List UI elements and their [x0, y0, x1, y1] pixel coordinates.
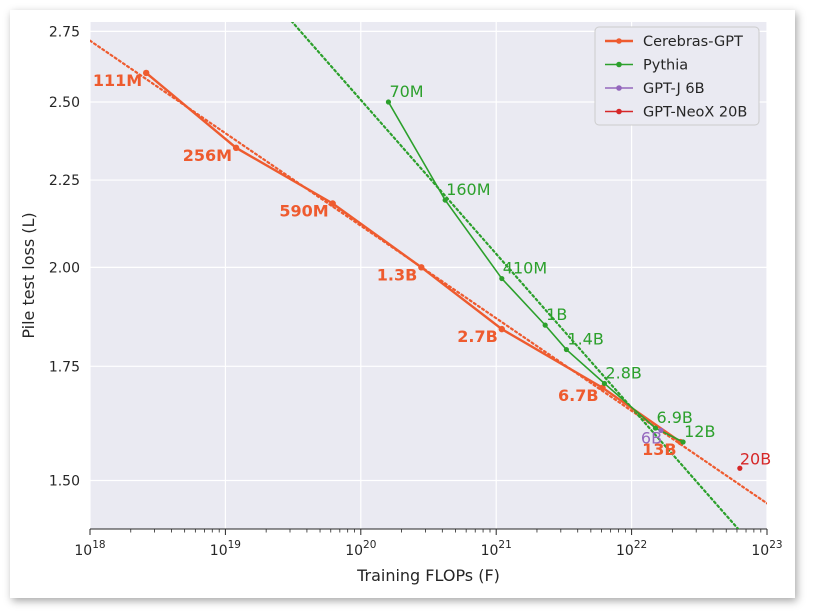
data-label: 12B [684, 422, 715, 441]
series-pythia [385, 99, 686, 445]
data-point [563, 346, 570, 353]
data-point [737, 465, 743, 471]
x-tick-label: 1019 [210, 539, 241, 559]
y-tick-label: 1.75 [49, 359, 80, 375]
data-label: 2.7B [457, 327, 498, 346]
x-axis-title: Training FLOPs (F) [356, 566, 500, 585]
data-label: 2.8B [605, 363, 641, 382]
data-point [498, 325, 506, 333]
x-tick-label: 1021 [481, 539, 512, 559]
data-label: 70M [389, 82, 423, 101]
y-tick-label: 2.50 [49, 95, 80, 111]
data-label: 256M [183, 146, 232, 165]
data-point [601, 380, 608, 387]
legend-marker [616, 38, 622, 44]
data-point [142, 69, 150, 77]
data-point [385, 99, 392, 105]
x-tick-label: 1023 [751, 539, 782, 559]
fit-line-pythia [290, 22, 740, 529]
legend: Cerebras-GPT Pythia GPT-J 6B GPT-NeoX 20B [594, 26, 760, 126]
data-point [499, 275, 505, 282]
legend-marker [616, 61, 622, 68]
y-axis-title: Pile test loss (L) [19, 212, 38, 338]
data-label: 1.3B [377, 265, 418, 284]
figure-frame: 1018 1019 1020 1021 1022 1023 1.50 1.75 2.00 2.25… [10, 10, 795, 598]
data-point [442, 197, 448, 203]
legend-label: GPT-NeoX 20B [643, 105, 747, 121]
legend-label: Cerebras-GPT [643, 34, 743, 50]
data-label: 1.4B [567, 330, 603, 349]
legend-label: Pythia [643, 58, 688, 74]
legend-label: GPT-J 6B [643, 81, 705, 97]
y-tick-label: 2.75 [49, 24, 80, 40]
series-line-pythia [387, 101, 684, 443]
data-label: 20B [740, 449, 771, 468]
data-label: 6B [641, 428, 662, 447]
data-label: 1B [546, 305, 567, 324]
data-point [232, 144, 240, 152]
data-label: 410M [503, 259, 547, 278]
data-label: 590M [279, 201, 328, 220]
data-point [329, 200, 336, 207]
data-point [418, 264, 425, 271]
data-point [542, 322, 548, 328]
y-tick-label: 2.00 [49, 260, 80, 276]
legend-marker [616, 85, 622, 91]
x-tick-label: 1018 [74, 539, 105, 559]
series-gpt-j-6b [658, 427, 664, 433]
x-tick-label: 1020 [345, 539, 376, 559]
series-gpt-neox-20b [737, 465, 743, 471]
data-point [680, 439, 686, 445]
y-tick-label: 1.50 [49, 474, 80, 490]
data-point [652, 425, 659, 431]
data-label: 6.9B [656, 408, 692, 427]
legend-box [594, 26, 760, 126]
y-tick-label: 2.25 [49, 173, 80, 189]
data-point [599, 384, 606, 391]
data-point [658, 427, 664, 433]
data-label: 111M [93, 71, 142, 90]
legend-marker [616, 108, 622, 115]
data-label: 6.7B [558, 386, 599, 405]
data-label: 13B [642, 440, 676, 459]
x-tick-label: 1022 [616, 539, 647, 559]
data-label: 160M [446, 180, 490, 199]
scaling-law-chart: 1018 1019 1020 1021 1022 1023 1.50 1.75 2.00 2.25… [19, 22, 783, 585]
